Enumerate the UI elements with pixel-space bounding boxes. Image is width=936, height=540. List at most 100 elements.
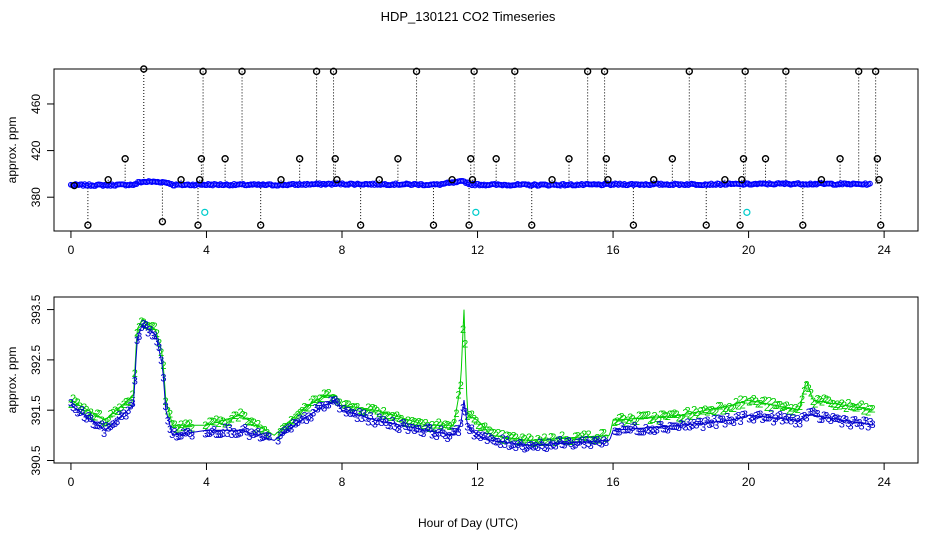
series-marker: 2 <box>740 400 746 412</box>
series-marker: 3 <box>480 430 486 442</box>
series-marker: 2 <box>253 424 259 436</box>
series-marker: 3 <box>101 428 107 440</box>
series-marker: 2 <box>768 403 774 415</box>
p2-y-tick-label: 390.5 <box>29 445 43 475</box>
series-marker: 3 <box>519 441 525 453</box>
series-marker: 3 <box>718 414 724 426</box>
series-marker: 3 <box>709 418 715 430</box>
series-marker: 2 <box>178 419 184 431</box>
series-marker: 3 <box>143 319 149 331</box>
series-marker: 2 <box>407 418 413 430</box>
series-marker: 2 <box>242 411 248 423</box>
series-marker: 3 <box>775 411 781 423</box>
series-marker: 3 <box>319 401 325 413</box>
series-marker: 2 <box>614 416 620 428</box>
series-marker: 2 <box>145 320 151 332</box>
series-marker: 3 <box>497 439 503 451</box>
series-marker: 2 <box>669 409 675 421</box>
series-marker: 3 <box>317 400 323 412</box>
series-marker: 2 <box>237 407 243 419</box>
series-marker: 3 <box>389 416 395 428</box>
series-marker: 3 <box>301 410 307 422</box>
series-marker: 3 <box>740 410 746 422</box>
series-marker: 3 <box>204 428 210 440</box>
series-marker: 3 <box>337 404 343 416</box>
series-marker: 3 <box>837 414 843 426</box>
series-marker: 3 <box>592 436 598 448</box>
series-marker: 2 <box>493 430 499 442</box>
series-marker: 3 <box>147 325 153 337</box>
series-marker: 3 <box>792 419 798 431</box>
p1-x-tick-label: 12 <box>471 243 485 257</box>
series-marker: 3 <box>654 425 660 437</box>
series-marker: 2 <box>458 380 464 392</box>
series-marker: 3 <box>165 416 171 428</box>
series-marker: 2 <box>667 409 673 421</box>
series-marker: 3 <box>209 426 215 438</box>
series-marker: 2 <box>654 413 660 425</box>
series-marker: 3 <box>323 399 329 411</box>
series-marker: 2 <box>731 403 737 415</box>
outlier-point <box>741 67 749 76</box>
series-marker: 2 <box>581 429 587 441</box>
series-marker: 2 <box>123 396 129 408</box>
series-marker: 2 <box>799 394 805 406</box>
outlier-point <box>429 221 438 229</box>
series-marker: 2 <box>638 411 644 423</box>
series-marker: 2 <box>823 394 829 406</box>
series-marker: 3 <box>418 427 424 439</box>
series-marker: 3 <box>786 412 792 424</box>
series-marker: 2 <box>222 418 228 430</box>
series-marker: 2 <box>863 402 869 414</box>
series-marker: 2 <box>440 421 446 433</box>
series-marker: 2 <box>733 397 739 409</box>
series-marker: 3 <box>145 327 151 339</box>
series-marker: 3 <box>773 413 779 425</box>
panel-bottom: 0 4 8 12 16 20 24 390.5 391.5 392.5 393.5 approx.… <box>5 294 919 489</box>
series-marker: 3 <box>678 419 684 431</box>
p1-x-tick-label: 16 <box>606 243 620 257</box>
series-marker: 2 <box>691 404 697 416</box>
series-marker: 2 <box>682 408 688 420</box>
series-marker: 2 <box>603 433 609 445</box>
series-marker: 3 <box>433 431 439 443</box>
series-marker: 2 <box>658 409 664 421</box>
series-marker: 2 <box>156 338 162 350</box>
series-marker: 2 <box>431 422 437 434</box>
series-marker: 2 <box>814 394 820 406</box>
series-marker: 2 <box>449 420 455 432</box>
series-marker: 3 <box>160 373 166 385</box>
series-marker: 3 <box>486 431 492 443</box>
outlier-point <box>629 221 638 229</box>
series-marker: 2 <box>310 394 316 406</box>
series-marker: 2 <box>74 397 80 409</box>
outlier-point <box>855 67 863 76</box>
series-marker: 3 <box>715 413 721 425</box>
series-marker: 3 <box>400 417 406 429</box>
series-marker: 2 <box>187 418 193 430</box>
series-marker: 2 <box>755 399 761 411</box>
series-marker: 2 <box>180 422 186 434</box>
series-marker: 3 <box>286 422 292 434</box>
series-marker: 3 <box>438 424 444 436</box>
outlier-point <box>685 67 693 76</box>
series-marker: 2 <box>504 430 510 442</box>
series-marker: 2 <box>566 436 572 448</box>
series-marker: 2 <box>528 434 534 446</box>
series-marker: 2 <box>185 419 191 431</box>
series-marker: 2 <box>68 399 74 411</box>
outlier-point <box>333 176 341 184</box>
series-marker: 3 <box>557 434 563 446</box>
series-marker: 3 <box>669 421 675 433</box>
series-marker: 3 <box>422 424 428 436</box>
series-marker: 2 <box>502 435 508 447</box>
series-marker: 2 <box>526 432 532 444</box>
series-marker: 3 <box>629 422 635 434</box>
series-marker: 2 <box>376 408 382 420</box>
series-marker: 2 <box>405 415 411 427</box>
series-marker: 2 <box>612 417 618 429</box>
series-marker: 3 <box>403 421 409 433</box>
outlier-point <box>194 221 202 229</box>
series-marker: 3 <box>546 437 552 449</box>
series-marker: 2 <box>478 422 484 434</box>
